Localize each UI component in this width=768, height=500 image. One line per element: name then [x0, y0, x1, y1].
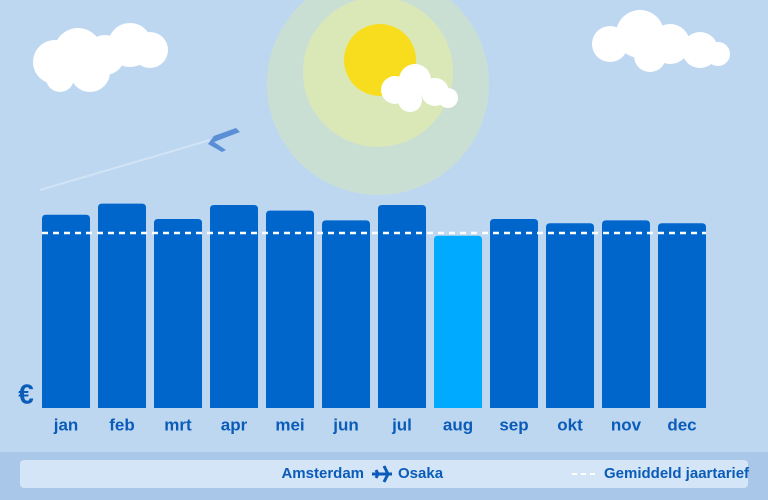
legend-average-label: Gemiddeld jaartarief: [604, 465, 750, 482]
x-tick-label: jul: [391, 415, 412, 434]
bar: [98, 203, 146, 408]
bar: [434, 235, 482, 408]
bar: [322, 220, 370, 408]
route-from: Amsterdam: [281, 465, 364, 482]
x-tick-label: jun: [332, 415, 359, 434]
x-tick-label: nov: [611, 415, 642, 434]
bar: [490, 219, 538, 408]
x-tick-label: mei: [275, 415, 304, 434]
x-tick-label: aug: [443, 415, 473, 434]
x-tick-label: sep: [499, 415, 528, 434]
x-tick-label: mrt: [164, 415, 192, 434]
cloud: [381, 64, 458, 112]
cloud: [592, 10, 730, 72]
bar: [658, 223, 706, 408]
bar: [42, 214, 90, 408]
bar: [602, 220, 650, 408]
bar: [210, 205, 258, 408]
plane: [39, 128, 240, 191]
currency-symbol: €: [18, 378, 34, 409]
cloud: [33, 23, 168, 92]
bar: [266, 210, 314, 408]
bar: [546, 223, 594, 408]
x-tick-label: apr: [221, 415, 248, 434]
x-tick-label: jan: [53, 415, 79, 434]
x-tick-label: feb: [109, 415, 135, 434]
route-to: Osaka: [398, 465, 444, 482]
plot: jan feb mrt apr mei jun jul aug sep okt nov dec: [42, 203, 706, 434]
bar: [154, 219, 202, 408]
x-tick-label: dec: [667, 415, 696, 434]
plane-icon: [372, 465, 392, 483]
bar: [378, 205, 426, 408]
x-tick-label: okt: [557, 415, 583, 434]
